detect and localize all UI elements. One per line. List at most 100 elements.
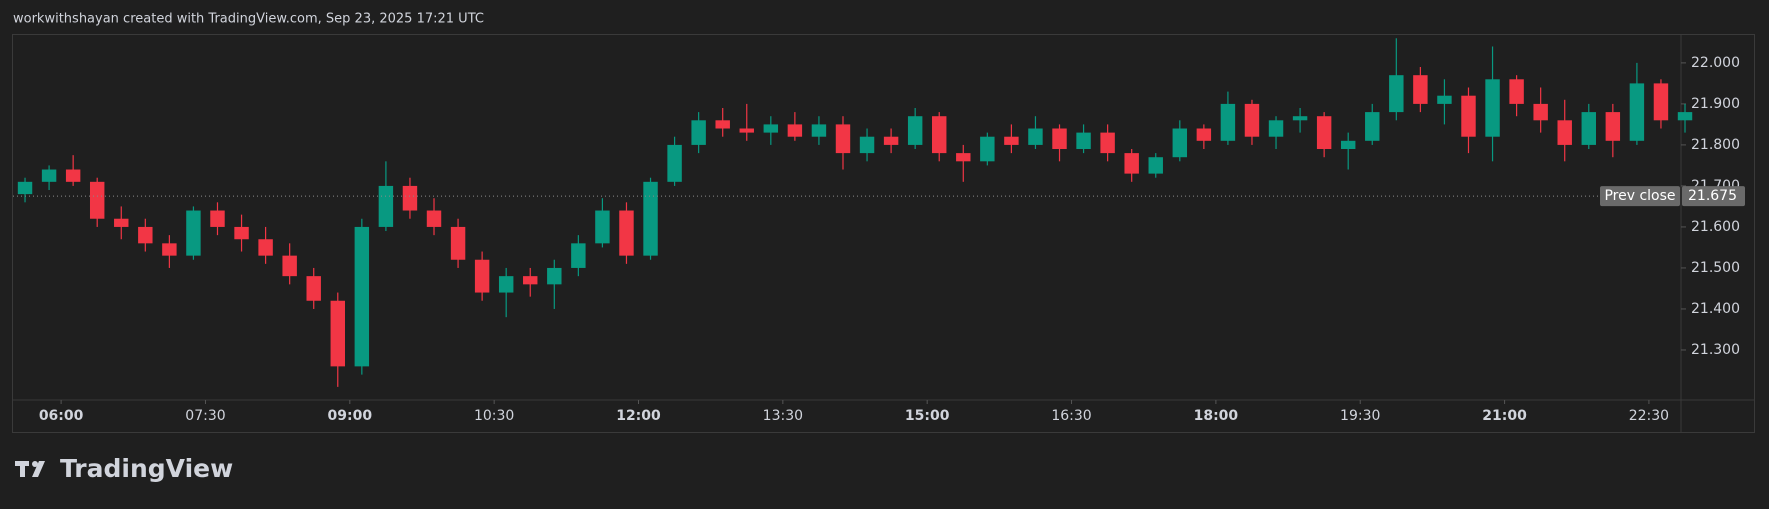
candle-body — [1244, 103, 1260, 137]
candle-body — [643, 181, 658, 256]
candle-body — [547, 267, 562, 285]
candle-body — [41, 169, 57, 182]
candle-body — [1052, 128, 1067, 150]
x-tick-label: 09:00 — [328, 408, 373, 424]
logo-part — [32, 461, 38, 467]
candle-body — [1389, 75, 1404, 113]
candle-body — [1004, 136, 1019, 145]
candle-body — [619, 210, 634, 256]
candle-body — [1100, 132, 1115, 154]
candle-body — [1653, 83, 1669, 121]
candle-body — [450, 226, 466, 260]
candle-body — [426, 210, 442, 227]
candle-body — [378, 185, 394, 227]
y-tick-label: 21.900 — [1691, 96, 1740, 112]
candle-body — [763, 124, 779, 133]
prev-close-value-tag — [1682, 186, 1745, 207]
candle-body — [595, 210, 610, 244]
candle-body — [1172, 128, 1188, 158]
candle-body — [1485, 79, 1500, 137]
candle-body — [787, 124, 803, 137]
candle-body — [498, 276, 514, 293]
candle-body — [1461, 95, 1476, 137]
candle-body — [739, 128, 754, 133]
candle-body — [1365, 112, 1380, 141]
candle-body — [859, 136, 875, 154]
x-tick-label: 15:00 — [905, 408, 950, 424]
candle-body — [89, 181, 105, 219]
candle-body — [282, 255, 297, 277]
candle-body — [980, 136, 995, 162]
candle-body — [835, 124, 851, 154]
candle-body — [1196, 128, 1212, 141]
candle-body — [1437, 95, 1452, 104]
logo-part — [20, 461, 25, 477]
candle-body — [17, 181, 33, 195]
logo-part — [32, 461, 45, 477]
x-tick-label: 12:00 — [616, 408, 661, 424]
candle-body — [210, 210, 225, 227]
candle-body — [1677, 112, 1693, 121]
candle-body — [1028, 128, 1043, 145]
candle-body — [1316, 116, 1332, 150]
candle-body — [1148, 157, 1163, 174]
x-tick-label: 16:30 — [1051, 408, 1091, 424]
candle-body — [1220, 103, 1236, 141]
x-tick-label: 21:00 — [1482, 408, 1527, 424]
candle-body — [1268, 120, 1284, 137]
candle-body — [1124, 153, 1139, 174]
candle-body — [1340, 140, 1356, 150]
candle-body — [65, 169, 81, 182]
candle-body — [186, 210, 201, 256]
x-tick-label: 10:30 — [474, 408, 514, 424]
candle-body — [162, 243, 177, 256]
y-tick-label: 21.500 — [1691, 260, 1740, 276]
chart-frame — [12, 34, 1755, 433]
y-tick-label: 21.800 — [1691, 137, 1740, 153]
candle-body — [883, 136, 899, 145]
candle-body — [114, 218, 129, 227]
candle-body — [354, 226, 370, 367]
candle-body — [474, 259, 490, 293]
candle-body — [956, 153, 971, 162]
x-tick-label: 22:30 — [1629, 408, 1669, 424]
candle-body — [667, 144, 682, 182]
x-tick-label: 18:00 — [1194, 408, 1239, 424]
candle-body — [1581, 112, 1596, 145]
prev-close-tag — [1600, 186, 1680, 207]
candle-body — [138, 226, 153, 244]
y-tick-label: 21.400 — [1691, 301, 1740, 317]
candle-body — [234, 226, 249, 240]
x-tick-label: 07:30 — [185, 408, 225, 424]
candle-body — [1413, 75, 1428, 104]
candle-body — [715, 120, 730, 129]
header: workwithshayan created with TradingView.… — [13, 12, 484, 27]
y-tick-label: 22.000 — [1691, 55, 1740, 71]
candle-body — [306, 276, 321, 301]
prev-close-value: 21.675 — [1688, 188, 1737, 204]
candle-body — [402, 185, 418, 211]
candle-body — [1292, 116, 1308, 121]
candle-body — [932, 116, 947, 154]
x-tick-label: 19:30 — [1340, 408, 1380, 424]
y-tick-label: 21.300 — [1691, 342, 1740, 358]
x-tick-label: 06:00 — [39, 408, 84, 424]
prev-close-label: Prev close — [1604, 188, 1675, 204]
candle-body — [907, 116, 923, 145]
candle-body — [330, 300, 345, 367]
candle-body — [811, 124, 827, 137]
candle-body — [1509, 79, 1524, 104]
candle-body — [1629, 83, 1645, 141]
logo — [15, 461, 45, 477]
y-tick-label: 21.600 — [1691, 219, 1740, 235]
candle-body — [571, 243, 586, 268]
candle-body — [523, 276, 538, 285]
candle-body — [1557, 120, 1572, 145]
x-tick-label: 13:30 — [763, 408, 803, 424]
candle-body — [1076, 132, 1091, 150]
candle-body — [691, 120, 706, 145]
brand: TradingView — [60, 454, 233, 483]
